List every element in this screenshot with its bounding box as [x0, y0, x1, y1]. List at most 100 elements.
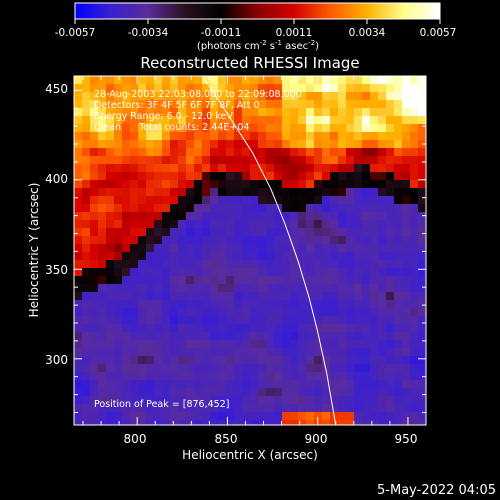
- y-axis-label: Heliocentric Y (arcsec): [27, 183, 41, 318]
- heatmap-cell: [74, 388, 83, 397]
- heatmap-cell: [138, 92, 147, 101]
- heatmap-cell: [74, 364, 83, 373]
- heatmap-cell: [218, 180, 227, 189]
- heatmap-cell: [138, 284, 147, 293]
- heatmap-cell: [170, 396, 179, 405]
- heatmap-cell: [162, 140, 171, 149]
- heatmap-cell: [354, 156, 363, 165]
- heatmap-cell: [194, 212, 203, 221]
- heatmap-cell: [202, 148, 211, 157]
- heatmap-cell: [346, 252, 355, 261]
- heatmap-cell: [258, 324, 267, 333]
- solar-limb-curve: [201, 76, 337, 425]
- heatmap-cell: [274, 340, 283, 349]
- heatmap-cell: [290, 244, 299, 253]
- heatmap-cell: [354, 244, 363, 253]
- heatmap-cell: [402, 324, 411, 333]
- heatmap-cell: [402, 396, 411, 405]
- heatmap-cell: [242, 420, 251, 425]
- heatmap-cell: [82, 84, 91, 93]
- heatmap-cell: [330, 180, 339, 189]
- heatmap-cell: [194, 252, 203, 261]
- heatmap-cell: [274, 140, 283, 149]
- heatmap-cell: [410, 92, 419, 101]
- heatmap-cell: [378, 252, 387, 261]
- heatmap-cell: [114, 276, 123, 285]
- heatmap-cell: [82, 300, 91, 309]
- heatmap-cell: [258, 364, 267, 373]
- heatmap-cell: [394, 76, 403, 85]
- heatmap-cell: [338, 84, 347, 93]
- heatmap-cell: [74, 420, 83, 425]
- heatmap-cell: [394, 116, 403, 125]
- heatmap-cell: [298, 388, 307, 397]
- heatmap-cell: [266, 404, 275, 413]
- heatmap-cell: [114, 396, 123, 405]
- heatmap-cell: [130, 316, 139, 325]
- heatmap-cell: [394, 412, 403, 421]
- heatmap-cell: [346, 132, 355, 141]
- heatmap-cell: [90, 132, 99, 141]
- heatmap-cell: [90, 316, 99, 325]
- heatmap-cell: [122, 332, 131, 341]
- heatmap-cell: [346, 316, 355, 325]
- heatmap-cell: [362, 308, 371, 317]
- heatmap-cell: [122, 372, 131, 381]
- heatmap-cell: [386, 252, 395, 261]
- heatmap-cell: [330, 300, 339, 309]
- heatmap-cell: [138, 260, 147, 269]
- heatmap-cell: [90, 412, 99, 421]
- heatmap-cell: [130, 124, 139, 133]
- heatmap-cell: [130, 204, 139, 213]
- heatmap-cell: [378, 340, 387, 349]
- heatmap-cell: [402, 220, 411, 229]
- heatmap-cell: [90, 228, 99, 237]
- heatmap-cell: [394, 324, 403, 333]
- heatmap-cell: [378, 380, 387, 389]
- heatmap-cell: [74, 284, 83, 293]
- heatmap-cell: [114, 380, 123, 389]
- heatmap-cell: [402, 268, 411, 277]
- heatmap-cell: [282, 228, 291, 237]
- heatmap-cell: [162, 268, 171, 277]
- heatmap-cell: [242, 148, 251, 157]
- heatmap-cell: [242, 340, 251, 349]
- heatmap-cell: [138, 276, 147, 285]
- heatmap-cell: [250, 396, 259, 405]
- heatmap-cell: [250, 308, 259, 317]
- heatmap-cell: [98, 204, 107, 213]
- heatmap-cell: [346, 340, 355, 349]
- heatmap-cell: [122, 132, 131, 141]
- heatmap-cell: [114, 92, 123, 101]
- heatmap-cell: [234, 228, 243, 237]
- heatmap-cell: [362, 244, 371, 253]
- heatmap-cell: [362, 116, 371, 125]
- heatmap-cell: [338, 324, 347, 333]
- footer-date: 5-May-2022 04:05: [377, 483, 496, 498]
- heatmap-cell: [418, 404, 426, 413]
- heatmap-cell: [98, 332, 107, 341]
- heatmap-cell: [74, 212, 83, 221]
- heatmap-cell: [394, 364, 403, 373]
- heatmap-cell: [98, 140, 107, 149]
- heatmap-cell: [322, 76, 331, 85]
- heatmap-cell: [322, 348, 331, 357]
- heatmap-cell: [74, 260, 83, 269]
- heatmap-cell: [250, 156, 259, 165]
- heatmap-cell: [250, 276, 259, 285]
- heatmap-cell: [258, 76, 267, 85]
- heatmap-cell: [226, 404, 235, 413]
- heatmap-cell: [194, 372, 203, 381]
- heatmap-cell: [90, 92, 99, 101]
- heatmap-cell: [186, 100, 195, 109]
- heatmap-cell: [154, 404, 163, 413]
- heatmap-cell: [322, 92, 331, 101]
- heatmap-cell: [170, 372, 179, 381]
- heatmap-cell: [186, 172, 195, 181]
- heatmap-cell: [282, 156, 291, 165]
- heatmap-cell: [202, 212, 211, 221]
- heatmap-cell: [314, 284, 323, 293]
- heatmap-cell: [218, 172, 227, 181]
- heatmap-cell: [178, 276, 187, 285]
- heatmap-cell: [210, 420, 219, 425]
